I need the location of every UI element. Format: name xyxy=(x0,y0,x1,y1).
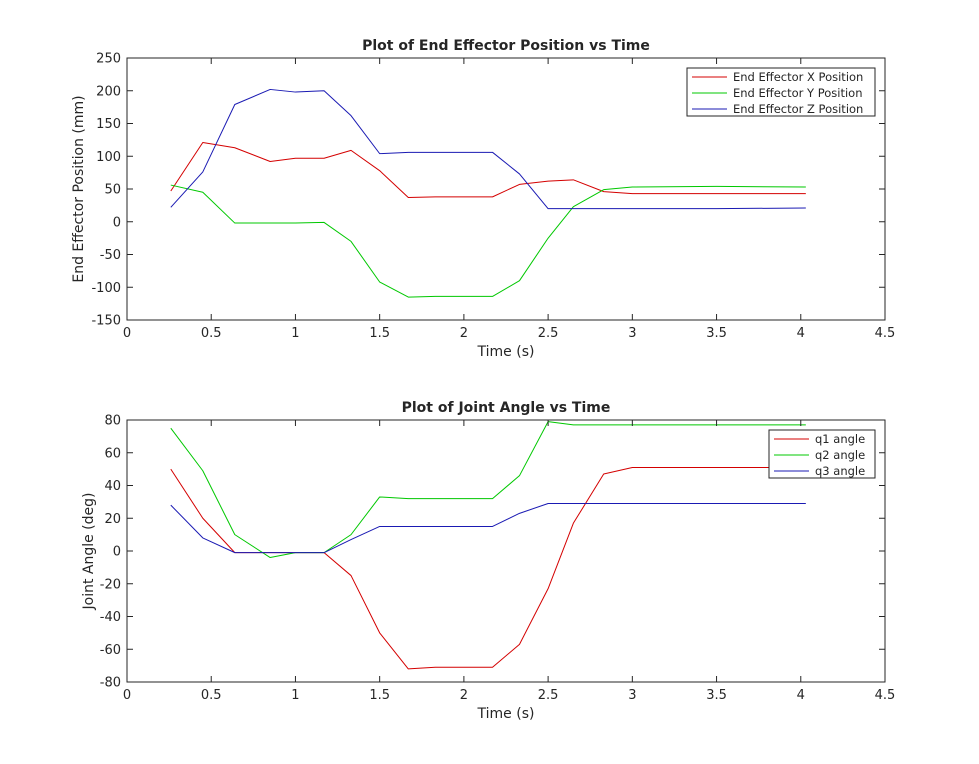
series-line-2 xyxy=(170,421,806,559)
y-tick-label: -80 xyxy=(100,676,121,691)
x-tick-label: 4 xyxy=(797,688,805,703)
y-tick-label: 150 xyxy=(96,117,121,132)
y-tick-label: 80 xyxy=(104,414,121,429)
y-tick-label: 250 xyxy=(96,52,121,67)
x-axis-label: Time (s) xyxy=(477,344,535,360)
x-tick-label: 1 xyxy=(291,326,299,341)
legend-label: End Effector Z Position xyxy=(733,102,863,116)
x-tick-label: 0.5 xyxy=(201,688,222,703)
plot-area xyxy=(127,420,885,682)
x-tick-label: 4.5 xyxy=(875,688,896,703)
y-tick-label: -20 xyxy=(100,577,121,592)
y-tick-label: 0 xyxy=(113,215,121,230)
legend: q1 angle q2 angle q3 angle xyxy=(768,429,876,479)
y-axis-label: End Effector Position (mm) xyxy=(71,95,87,282)
y-tick-label: 40 xyxy=(104,479,121,494)
y-tick-label: 60 xyxy=(104,446,121,461)
x-tick-label: 1.5 xyxy=(369,688,390,703)
legend-label: q2 angle xyxy=(815,448,865,462)
x-tick-label: 2 xyxy=(460,326,468,341)
y-tick-label: 0 xyxy=(113,545,121,560)
x-axis-label: Time (s) xyxy=(477,706,535,722)
series-line-3 xyxy=(170,88,806,210)
y-tick-label: 100 xyxy=(96,150,121,165)
x-tick-label: 2.5 xyxy=(538,326,559,341)
x-tick-label: 0 xyxy=(123,326,131,341)
x-tick-label: 1 xyxy=(291,688,299,703)
legend-label: End Effector X Position xyxy=(733,70,863,84)
legend-label: End Effector Y Position xyxy=(733,86,862,100)
y-tick-label: 20 xyxy=(104,512,121,527)
chart-1: 0 0.5 1 1.5 2 2.5 3 3.5 4 4.5 -150 -100 -50 0 50 100 150… xyxy=(71,38,895,360)
x-tick-label: 0 xyxy=(123,688,131,703)
x-tick-label: 2 xyxy=(460,688,468,703)
y-tick-label: -100 xyxy=(91,281,121,296)
y-tick-label: -50 xyxy=(100,248,121,263)
legend-label: q1 angle xyxy=(815,432,865,446)
y-tick-label: -60 xyxy=(100,643,121,658)
x-tick-label: 3.5 xyxy=(706,688,727,703)
x-tick-label: 3 xyxy=(628,326,636,341)
x-tick-label: 4.5 xyxy=(875,326,896,341)
legend-box xyxy=(768,429,876,479)
y-tick-label: -150 xyxy=(91,314,121,329)
y-tick-label: -40 xyxy=(100,610,121,625)
y-axis-label: Joint Angle (deg) xyxy=(81,493,97,611)
legend: End Effector X Position End Effector Y Po… xyxy=(686,67,876,117)
legend-label: q3 angle xyxy=(815,464,865,478)
x-tick-label: 1.5 xyxy=(369,326,390,341)
x-tick-label: 4 xyxy=(797,326,805,341)
y-tick-label: 50 xyxy=(104,183,121,198)
series-line-3 xyxy=(170,503,806,554)
x-tick-label: 0.5 xyxy=(201,326,222,341)
x-tick-label: 3.5 xyxy=(706,326,727,341)
series-line-2 xyxy=(170,184,806,298)
chart-title: Plot of End Effector Position vs Time xyxy=(362,38,650,54)
series-line-1 xyxy=(170,142,806,199)
legend-box xyxy=(686,67,876,117)
y-tick-label: 200 xyxy=(96,84,121,99)
chart-2: 0 0.5 1 1.5 2 2.5 3 3.5 4 4.5 -80 -60 -40 -20 0 20 40 60 8… xyxy=(81,400,895,722)
x-tick-label: 2.5 xyxy=(538,688,559,703)
x-tick-label: 3 xyxy=(628,688,636,703)
chart-title: Plot of Joint Angle vs Time xyxy=(402,400,611,416)
